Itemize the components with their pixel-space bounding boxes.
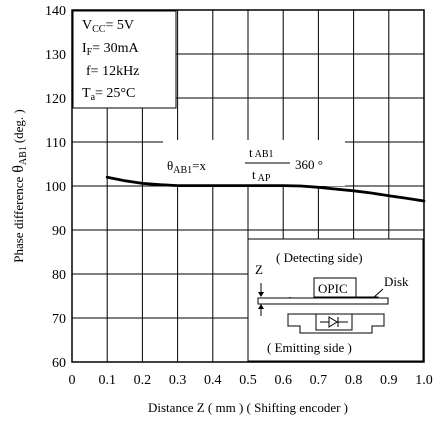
conditions-box: [72, 10, 177, 109]
x-tick-labels: 0 0.1 0.2 0.3 0.4 0.5 0.6 0.7 0.8 0.9 1.0: [69, 373, 433, 388]
detecting-side-label: ( Detecting side): [276, 250, 363, 265]
series-line: [105, 175, 426, 203]
x-tick-label: 1.0: [415, 373, 433, 388]
formula-lhs: θAB1=x: [167, 158, 206, 176]
opic-block: [313, 277, 357, 298]
condition-vcc: VCC= 5V: [82, 18, 134, 35]
x-tick-label: 0.5: [239, 373, 257, 388]
x-axis-title: Distance Z ( mm ) ( Shifting encoder ): [148, 400, 348, 415]
y-tick-label: 100: [45, 180, 66, 195]
x-tick-label: 0: [69, 373, 76, 388]
sensor-diagram: ( Detecting side) Z Disk OPIC ( Emitting…: [255, 250, 409, 355]
y-tick-label: 70: [52, 312, 66, 327]
y-tick-label: 80: [52, 268, 66, 283]
y-tick-label: 130: [45, 48, 66, 63]
opic-label: OPIC: [318, 281, 348, 296]
z-label: Z: [255, 262, 263, 277]
y-tick-label: 60: [52, 356, 66, 371]
z-arrowhead-bottom: [258, 304, 264, 309]
disk-leader: [372, 288, 384, 299]
formula-annotation: θAB1=x t AB1 t AP 360 °: [167, 145, 323, 184]
y-tick-label: 120: [45, 92, 66, 107]
disk: [257, 297, 389, 305]
x-tick-label: 0.4: [204, 373, 222, 388]
y-tick-label: 90: [52, 224, 66, 239]
x-tick-label: 0.7: [310, 373, 328, 388]
x-tick-label: 0.8: [345, 373, 363, 388]
formula-numerator: t AB1: [249, 145, 274, 160]
y-tick-labels: 60 70 80 90 100 110 120 130 140: [45, 4, 66, 371]
condition-f: f= 12kHz: [86, 64, 139, 79]
x-tick-label: 0.1: [98, 373, 116, 388]
y-tick-label: 110: [46, 136, 66, 151]
x-tick-label: 0.6: [274, 373, 292, 388]
x-tick-label: 0.9: [380, 373, 398, 388]
conditions-text: VCC= 5V IF= 30mA f= 12kHz Ta= 25°C: [82, 18, 140, 103]
z-arrowhead-top: [258, 292, 264, 297]
condition-if: IF= 30mA: [82, 41, 140, 58]
y-axis-title: Phase differenceθAB1(deg. ): [10, 109, 29, 263]
emitting-side-label: ( Emitting side ): [267, 340, 352, 355]
led-icon: [328, 316, 338, 328]
formula-tail: 360 °: [295, 157, 323, 172]
disk-label: Disk: [384, 274, 409, 289]
y-tick-label: 140: [45, 4, 66, 19]
formula-denominator: t AP: [252, 167, 271, 184]
x-tick-label: 0.3: [169, 373, 187, 388]
x-tick-label: 0.2: [134, 373, 152, 388]
condition-ta: Ta= 25°C: [82, 86, 135, 103]
